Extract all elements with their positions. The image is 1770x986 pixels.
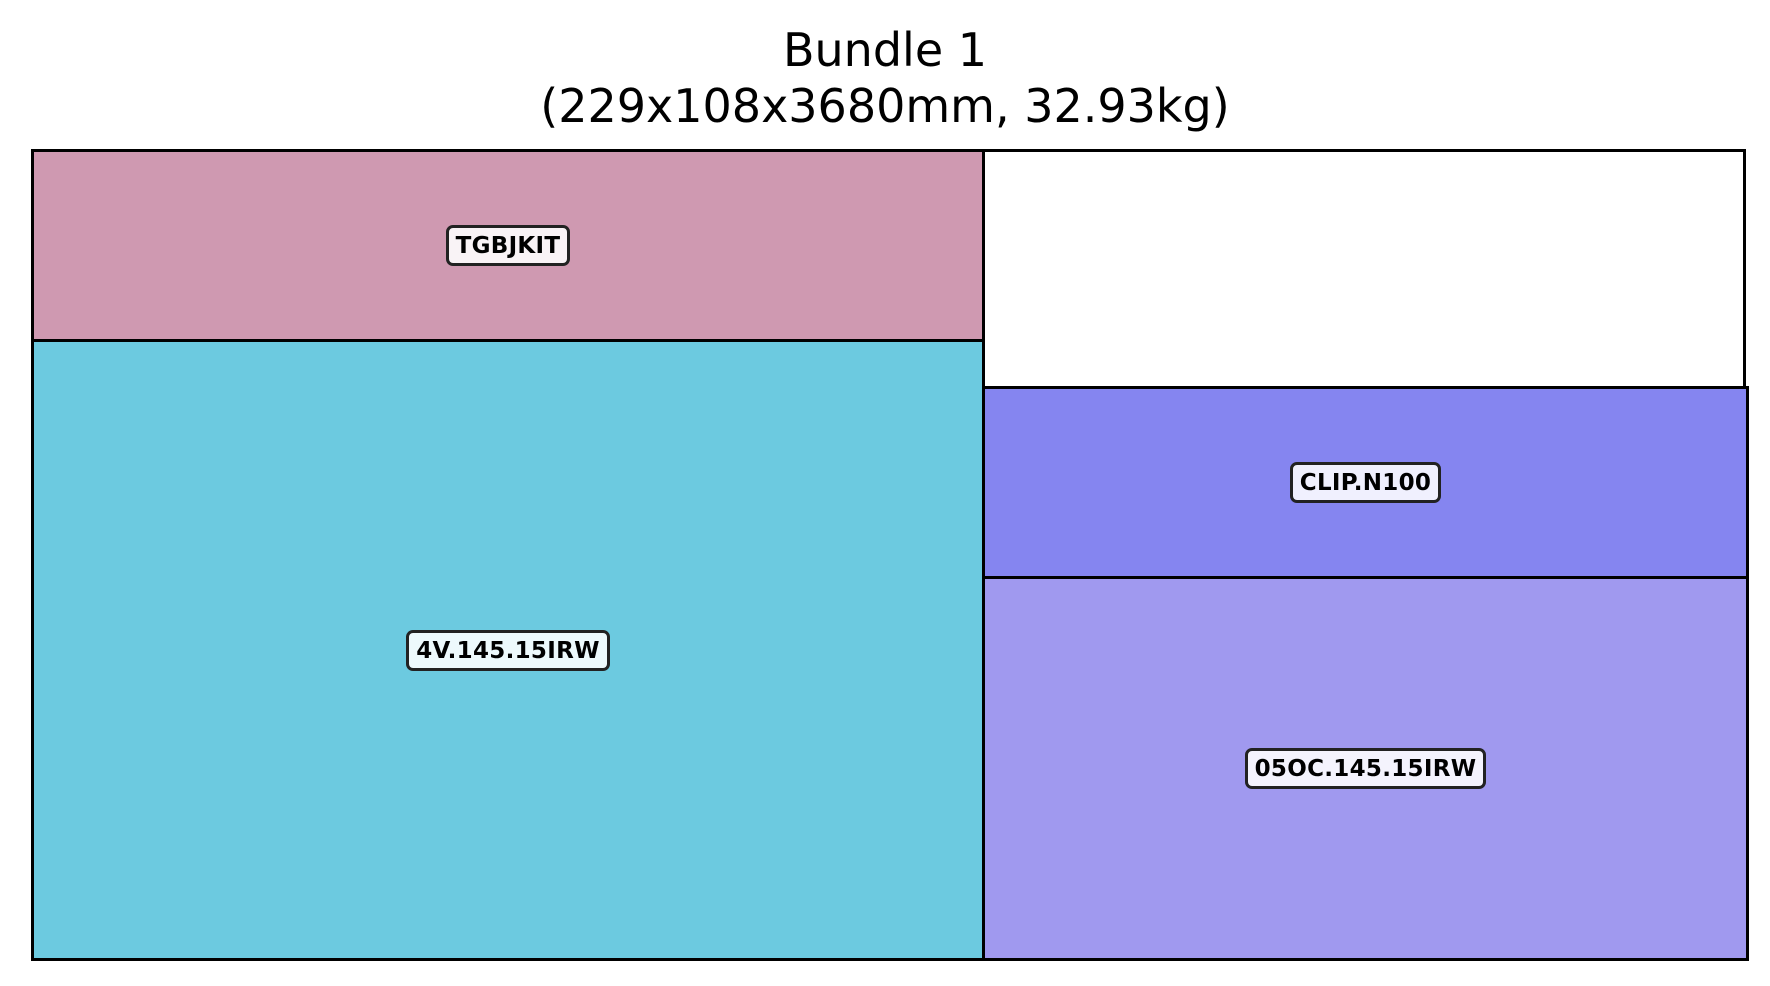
item-label-tgbjkit: TGBJKIT — [445, 225, 571, 266]
title-line-1: Bundle 1 — [782, 23, 988, 77]
title-line-2: (229x108x3680mm, 32.93kg) — [540, 79, 1230, 133]
item-block-tgbjkit: TGBJKIT — [31, 149, 985, 342]
item-label-4v-145-15irw: 4V.145.15IRW — [406, 629, 610, 671]
item-label-clip-n100: CLIP.N100 — [1289, 462, 1442, 503]
item-label-05oc-145-15irw: 05OC.145.15IRW — [1244, 748, 1487, 789]
bundle-outline: TGBJKIT 4V.145.15IRW CLIP.N100 05OC.145.… — [31, 149, 1749, 961]
item-block-05oc-145-15irw: 05OC.145.15IRW — [982, 576, 1749, 961]
item-block-clip-n100: CLIP.N100 — [982, 386, 1749, 579]
item-block-4v-145-15irw: 4V.145.15IRW — [31, 339, 985, 961]
diagram-title: Bundle 1 (229x108x3680mm, 32.93kg) — [0, 22, 1770, 134]
